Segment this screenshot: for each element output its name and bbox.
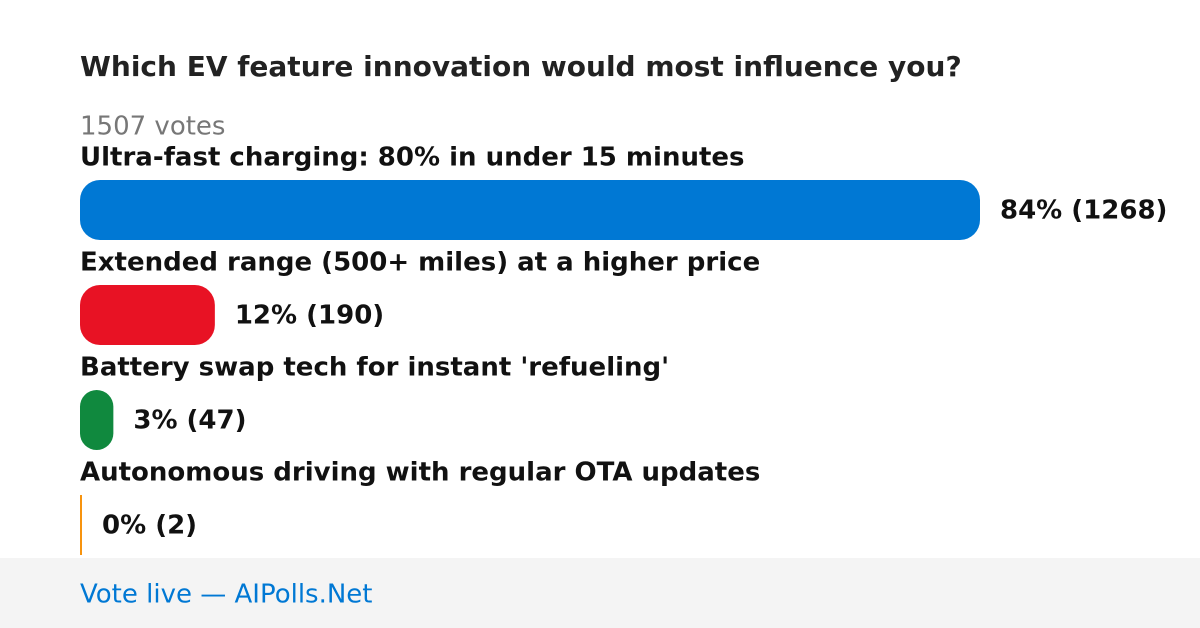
value-label: 3% (47) (133, 406, 246, 436)
option-label: Ultra-fast charging: 80% in under 15 min… (80, 143, 745, 173)
value-label: 12% (190) (235, 301, 384, 331)
value-label: 0% (2) (102, 511, 197, 541)
option-label: Battery swap tech for instant 'refueling… (80, 353, 669, 383)
bar (80, 495, 82, 555)
vote-count: 1507 votes (80, 112, 225, 142)
chart-title: Which EV feature innovation would most i… (80, 50, 962, 83)
bar (80, 390, 114, 450)
bar (80, 180, 980, 240)
bar (80, 285, 215, 345)
footer-link[interactable]: Vote live — AIPolls.Net (80, 580, 373, 610)
option-label: Extended range (500+ miles) at a higher … (80, 248, 760, 278)
value-label: 84% (1268) (1000, 196, 1167, 226)
option-label: Autonomous driving with regular OTA upda… (80, 458, 760, 488)
footer-bar (0, 558, 1200, 628)
